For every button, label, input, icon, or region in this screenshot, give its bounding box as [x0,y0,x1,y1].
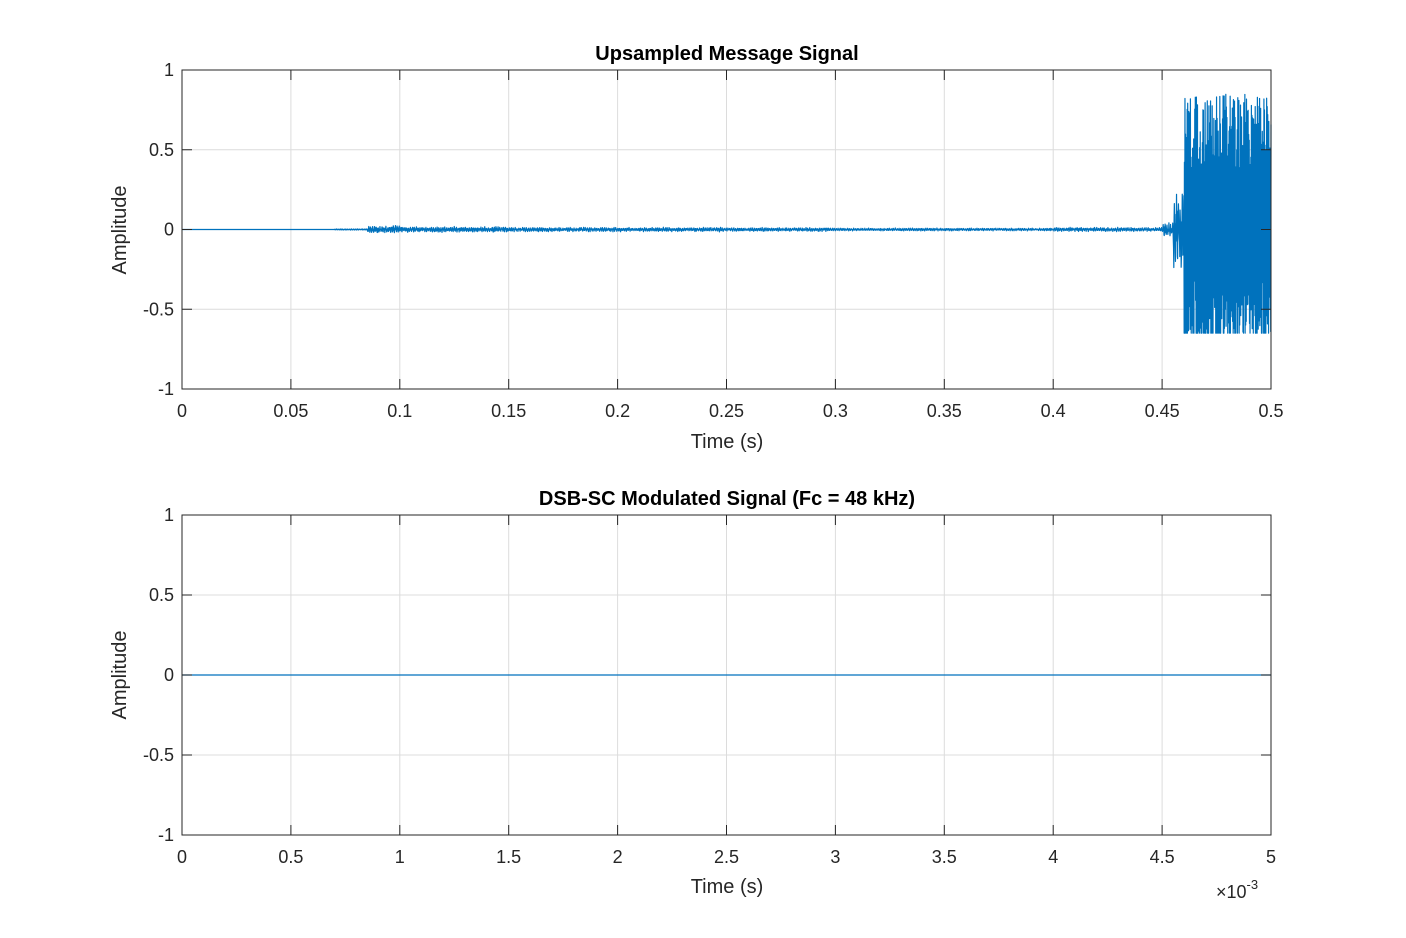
x-tick-label: 4 [1048,847,1058,867]
y-tick-label: 1 [164,505,174,525]
x-tick-label: 0.3 [823,401,848,421]
x-axis-label: Time (s) [691,876,764,898]
y-tick-label: -1 [158,379,174,399]
x-axis-label: Time (s) [691,431,764,453]
y-axis-label: Amplitude [109,631,131,720]
ticks: 0 0.5 1 1.5 2 2.5 3 3.5 4 4.5 5 -1 -0.5 0 0.5 1 [143,505,1276,867]
subplot-message-signal: 0 0.05 0.1 0.15 0.2 0.25 0.3 0.35 0.4 0.45 0.5 -1 -0… [109,43,1284,453]
x-tick-label: 1 [395,847,405,867]
x-exponent-base: ×10 [1216,882,1247,902]
x-tick-label: 2 [613,847,623,867]
x-tick-label: 0.15 [491,401,526,421]
x-tick-label: 4.5 [1150,847,1175,867]
chart-title: Upsampled Message Signal [595,43,858,65]
y-tick-label: -1 [158,825,174,845]
x-tick-label: 0.05 [273,401,308,421]
x-tick-label: 0.25 [709,401,744,421]
y-tick-label: 1 [164,60,174,80]
x-tick-label: 0.45 [1145,401,1180,421]
y-tick-label: 0 [164,220,174,240]
x-exponent-power: -3 [1247,877,1259,892]
x-tick-label: 0.5 [278,847,303,867]
x-tick-label: 0 [177,401,187,421]
y-tick-label: -0.5 [143,299,174,319]
subplot-dsb-sc-signal: 0 0.5 1 1.5 2 2.5 3 3.5 4 4.5 5 -1 -0.5 0 0.5 1 DSB-SC … [109,488,1276,902]
y-tick-label: 0 [164,665,174,685]
y-tick-label: -0.5 [143,745,174,765]
chart-title: DSB-SC Modulated Signal (Fc = 48 kHz) [539,488,915,510]
y-tick-label: 0.5 [149,585,174,605]
x-tick-label: 0.1 [387,401,412,421]
x-tick-label: 0.2 [605,401,630,421]
x-tick-label: 3.5 [932,847,957,867]
x-tick-label: 0 [177,847,187,867]
x-tick-label: 2.5 [714,847,739,867]
y-axis-label: Amplitude [109,186,131,275]
x-tick-label: 0.5 [1258,401,1283,421]
x-axis-exponent: ×10-3 [1216,877,1258,902]
x-tick-label: 1.5 [496,847,521,867]
x-tick-label: 3 [830,847,840,867]
plot-area [181,93,1272,334]
signal-line [181,93,1272,334]
x-tick-label: 0.35 [927,401,962,421]
y-tick-label: 0.5 [149,140,174,160]
x-tick-label: 5 [1266,847,1276,867]
ticks: 0 0.05 0.1 0.15 0.2 0.25 0.3 0.35 0.4 0.45 0.5 -1 -0… [143,60,1284,421]
x-tick-label: 0.4 [1041,401,1066,421]
